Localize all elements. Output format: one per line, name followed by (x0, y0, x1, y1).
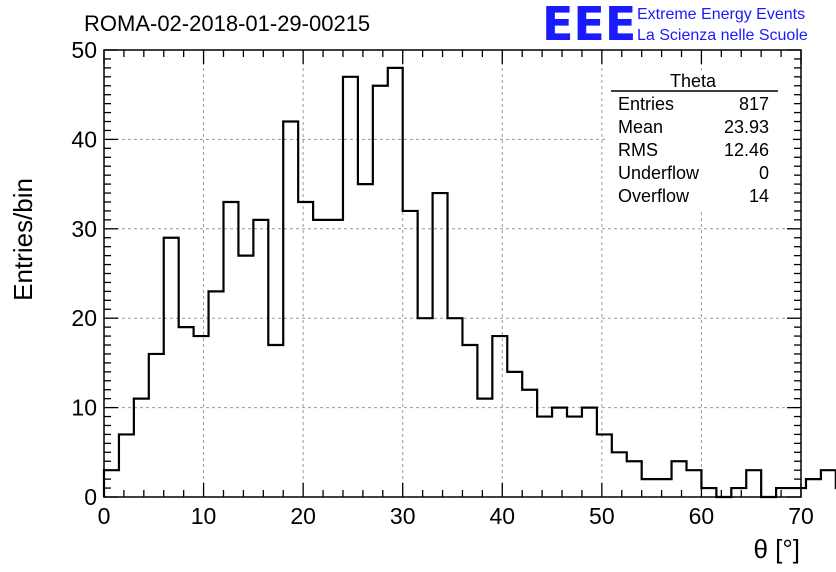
histogram-bin (627, 461, 642, 497)
histogram-bin (403, 211, 418, 497)
histogram-bin (388, 68, 403, 497)
stats-value: 14 (749, 186, 769, 206)
y-tick-label: 10 (71, 395, 97, 421)
histogram-bin (343, 77, 358, 497)
x-tick-label: 70 (788, 503, 814, 529)
histogram-bin (701, 488, 716, 497)
stats-label: RMS (618, 140, 658, 160)
histogram-bin (582, 408, 597, 497)
histogram-bin (433, 193, 448, 497)
stats-label: Underflow (618, 163, 700, 183)
histogram-bin (283, 122, 298, 497)
stats-rows: Entries 817 Mean 23.93 RMS 12.46 Underflow 0 Ove… (618, 94, 769, 206)
histogram-bin (223, 202, 238, 497)
histogram-bin (149, 354, 164, 497)
eee-logo: EEE Extreme Energy Events La Scienza nel… (542, 0, 808, 51)
x-axis-label: θ [°] (753, 534, 800, 564)
y-tick-label: 30 (71, 216, 97, 242)
histogram-bin (238, 256, 253, 497)
tick-labels: 0 10 20 30 40 50 60 70 0 10 20 30 40 50 (71, 37, 813, 529)
histogram-bin (418, 318, 433, 497)
y-tick-label: 0 (84, 484, 97, 510)
histogram-bin (134, 399, 149, 497)
histogram-bin (731, 488, 746, 497)
y-tick-label: 20 (71, 305, 97, 331)
histogram-bin (686, 470, 701, 497)
histogram-bin (791, 488, 806, 497)
logo-mark: EEE (542, 0, 636, 51)
histogram-bin (567, 417, 582, 497)
x-tick-label: 0 (98, 503, 111, 529)
y-axis-label: Entries/bin (8, 178, 38, 301)
stats-label: Overflow (618, 186, 690, 206)
histogram-bin (313, 220, 328, 497)
x-tick-label: 60 (689, 503, 715, 529)
histogram-bin (522, 390, 537, 497)
logo-caption-line1: Extreme Energy Events (637, 6, 805, 23)
logo-caption-line2: La Scienza nelle Scuole (637, 27, 808, 44)
stats-label: Entries (618, 94, 674, 114)
histogram-bin (209, 291, 224, 497)
histogram-bin (597, 434, 612, 497)
stats-value: 23.93 (724, 117, 769, 137)
histogram-bin (164, 238, 179, 497)
histogram-bin (492, 336, 507, 497)
histogram-bin (821, 470, 836, 497)
histogram-bin (298, 202, 313, 497)
histogram-bin (612, 452, 627, 497)
histogram-bin (672, 461, 687, 497)
histogram-bin (268, 345, 283, 497)
histogram-bin (552, 408, 567, 497)
histogram-bin (448, 318, 463, 497)
histogram-bin (179, 327, 194, 497)
stats-box: Theta Entries 817 Mean 23.93 RMS 12.46 Underfl… (607, 70, 793, 210)
histogram-bin (657, 479, 672, 497)
stats-box-title: Theta (670, 71, 717, 91)
histogram-bin (358, 184, 373, 497)
stats-value: 817 (739, 94, 769, 114)
histogram-bin (507, 372, 522, 497)
x-tick-label: 30 (390, 503, 416, 529)
histogram-bin (806, 479, 821, 497)
histogram-bin (104, 470, 119, 497)
histogram-bin (776, 488, 791, 497)
y-tick-label: 50 (71, 37, 97, 63)
x-tick-label: 20 (290, 503, 316, 529)
histogram-bin (462, 345, 477, 497)
histogram-bin (194, 336, 209, 497)
axis-ticks (103, 49, 802, 498)
histogram-bin (328, 220, 343, 497)
stats-label: Mean (618, 117, 663, 137)
histogram-bin (537, 417, 552, 497)
x-tick-label: 40 (489, 503, 515, 529)
histogram-bin (373, 86, 388, 497)
y-tick-label: 40 (71, 126, 97, 152)
histogram-bin (119, 434, 134, 497)
x-tick-label: 50 (589, 503, 615, 529)
plot-title: ROMA-02-2018-01-29-00215 (84, 11, 370, 36)
histogram-bin (477, 399, 492, 497)
histogram-bin (253, 220, 268, 497)
x-tick-label: 10 (191, 503, 217, 529)
stats-value: 12.46 (724, 140, 769, 160)
stats-box-background (607, 70, 793, 210)
histogram-bin (746, 470, 761, 497)
stats-value: 0 (759, 163, 769, 183)
histogram-bin (642, 479, 657, 497)
